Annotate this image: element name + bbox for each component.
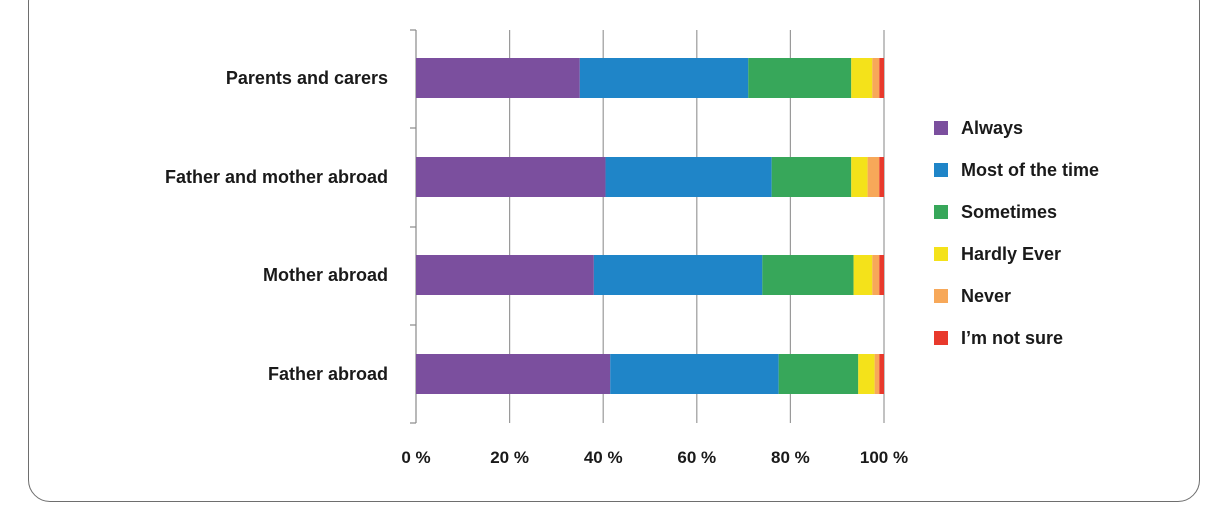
legend-swatch-never	[934, 289, 948, 303]
legend-swatch-most-of-the-time	[934, 163, 948, 177]
x-tick-label-80: 80 %	[771, 448, 810, 467]
bar-mother-abroad-most-of-the-time	[593, 255, 763, 295]
bar-mother-abroad-sometimes	[762, 255, 854, 295]
bars	[416, 58, 884, 394]
bar-father-abroad-most-of-the-time	[610, 354, 779, 394]
bar-father-and-mother-abroad-most-of-the-time	[605, 157, 772, 197]
legend-label-most-of-the-time: Most of the time	[961, 160, 1099, 180]
bar-father-abroad-never	[874, 354, 880, 394]
bar-father-and-mother-abroad-sometimes	[771, 157, 852, 197]
bar-father-and-mother-abroad-never	[867, 157, 880, 197]
category-labels: Parents and carers Father and mother abro…	[165, 68, 388, 384]
category-label-father-and-mother-abroad: Father and mother abroad	[165, 167, 388, 187]
category-label-father-abroad: Father abroad	[268, 364, 388, 384]
x-tick-label-40: 40 %	[584, 448, 623, 467]
x-tick-label-100: 100 %	[860, 448, 908, 467]
bar-father-and-mother-abroad-always	[416, 157, 606, 197]
bar-parents-and-carers-always	[416, 58, 580, 98]
legend-swatch-always	[934, 121, 948, 135]
bar-father-abroad-hardly-ever	[858, 354, 875, 394]
bar-mother-abroad-never	[872, 255, 880, 295]
x-tick-label-0: 0 %	[401, 448, 430, 467]
bar-parents-and-carers-sometimes	[748, 58, 852, 98]
x-tick-label-60: 60 %	[677, 448, 716, 467]
legend-label-never: Never	[961, 286, 1011, 306]
y-axis	[410, 29, 417, 424]
bar-parents-and-carers-never	[872, 58, 880, 98]
legend-label-hardly-ever: Hardly Ever	[961, 244, 1061, 264]
category-label-mother-abroad: Mother abroad	[263, 265, 388, 285]
legend-label-always: Always	[961, 118, 1023, 138]
legend-swatch-hardly-ever	[934, 247, 948, 261]
bar-father-and-mother-abroad-hardly-ever	[851, 157, 868, 197]
bar-father-and-mother-abroad-i-m-not-sure	[879, 157, 884, 197]
legend-swatch-i-m-not-sure	[934, 331, 948, 345]
bar-mother-abroad-always	[416, 255, 594, 295]
legend-label-i-m-not-sure: I’m not sure	[961, 328, 1063, 348]
legend: Always Most of the time Sometimes Hardly Ev…	[934, 118, 1099, 348]
bar-father-abroad-i-m-not-sure	[879, 354, 884, 394]
bar-parents-and-carers-i-m-not-sure	[879, 58, 884, 98]
legend-label-sometimes: Sometimes	[961, 202, 1057, 222]
category-label-parents-and-carers: Parents and carers	[226, 68, 388, 88]
bar-parents-and-carers-most-of-the-time	[579, 58, 749, 98]
legend-swatch-sometimes	[934, 205, 948, 219]
bar-mother-abroad-hardly-ever	[853, 255, 873, 295]
bar-parents-and-carers-hardly-ever	[851, 58, 873, 98]
x-tick-label-20: 20 %	[490, 448, 529, 467]
x-tick-labels: 0 % 20 % 40 % 60 % 80 % 100 %	[401, 448, 908, 467]
bar-mother-abroad-i-m-not-sure	[879, 255, 884, 295]
bar-father-abroad-always	[416, 354, 611, 394]
bar-father-abroad-sometimes	[778, 354, 859, 394]
